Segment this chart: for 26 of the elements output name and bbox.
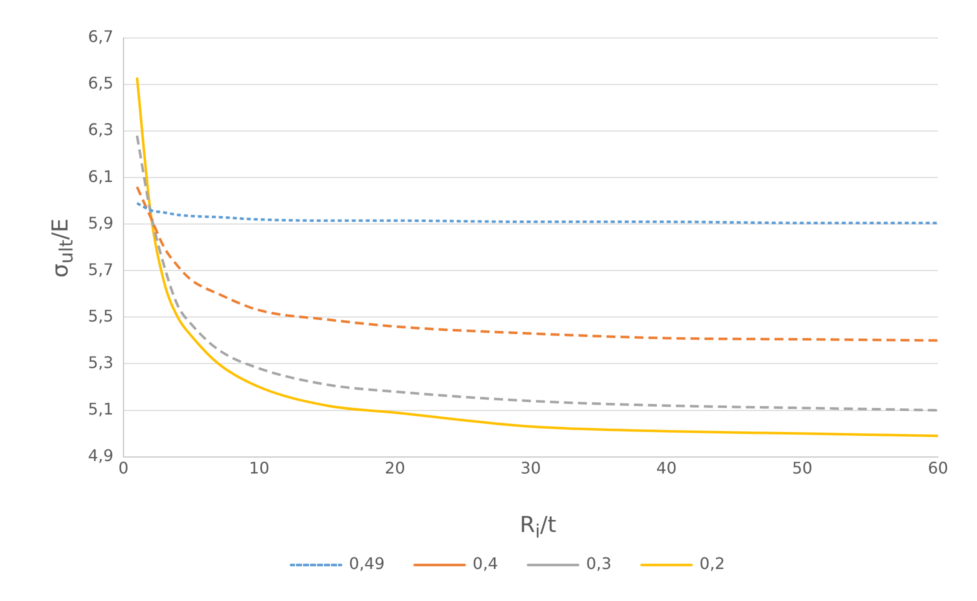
x-tick-label: 0 bbox=[118, 458, 129, 478]
x-axis-title: R$_{i}$/t bbox=[520, 513, 556, 542]
y-tick-label: 5,3 bbox=[88, 352, 114, 372]
legend-label: 0,4 bbox=[472, 554, 498, 574]
legend-label: 0,2 bbox=[700, 554, 725, 574]
legend-label: 0,3 bbox=[586, 554, 612, 574]
line-series bbox=[136, 76, 938, 438]
line-series bbox=[136, 202, 938, 224]
y-tick-label: 5,7 bbox=[88, 260, 114, 279]
y-tick-label: 5,9 bbox=[88, 213, 114, 232]
legend-label: 0,49 bbox=[349, 554, 385, 574]
line-series bbox=[136, 134, 938, 412]
y-tick-label: 6,1 bbox=[88, 166, 114, 186]
x-tick-label: 10 bbox=[249, 458, 270, 478]
line-series bbox=[136, 186, 938, 342]
x-tick-label: 30 bbox=[520, 458, 541, 478]
y-tick-label: 4,9 bbox=[88, 446, 114, 465]
y-tick-label: 5,1 bbox=[88, 399, 114, 418]
x-tick-label: 50 bbox=[792, 458, 812, 478]
y-tick-label: 5,5 bbox=[88, 306, 114, 326]
y-tick-label: 6,7 bbox=[88, 27, 114, 46]
x-tick-label: 20 bbox=[384, 458, 406, 478]
x-tick-label: 60 bbox=[928, 458, 948, 478]
x-tick-label: 40 bbox=[656, 458, 677, 478]
y-tick-label: 6,3 bbox=[88, 120, 114, 140]
y-tick-label: 6,5 bbox=[88, 74, 114, 93]
